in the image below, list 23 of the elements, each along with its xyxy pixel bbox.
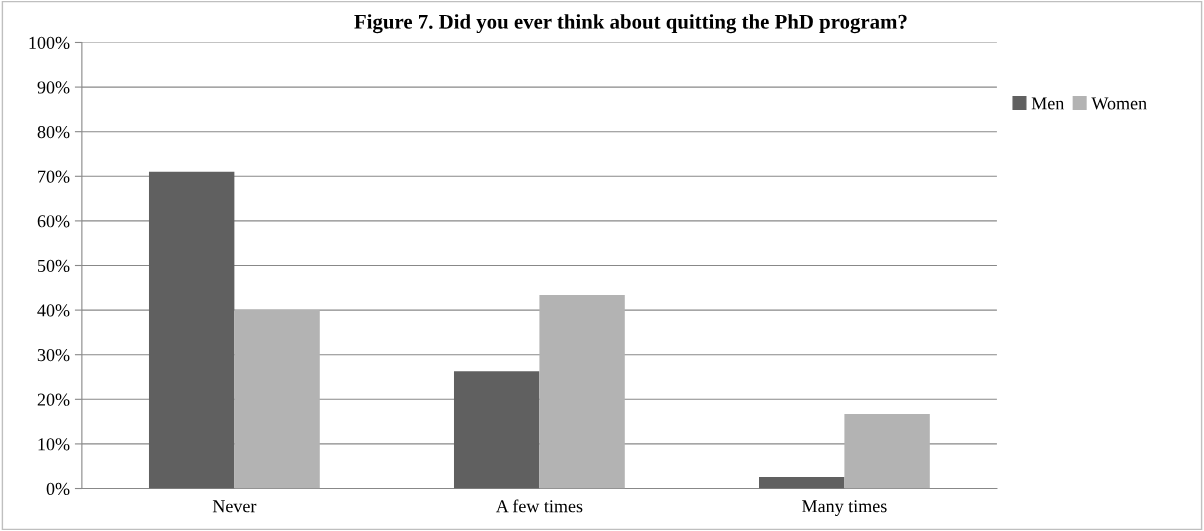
- bar: [453, 371, 540, 489]
- y-tick-label: 70%: [38, 170, 70, 183]
- legend-label: Women: [1091, 97, 1147, 110]
- y-tick-label: 40%: [37, 304, 70, 317]
- y-tick-label: 10%: [38, 438, 70, 451]
- x-tick-label: Many times: [802, 500, 887, 517]
- legend-label: Men: [1031, 97, 1065, 110]
- bar: [844, 414, 930, 489]
- y-tick-label: 100%: [29, 36, 70, 49]
- bar: [234, 310, 320, 489]
- bar: [148, 171, 235, 489]
- y-tick-label: 20%: [37, 393, 70, 406]
- y-tick-label: 50%: [38, 259, 70, 272]
- y-tick-label: 30%: [37, 348, 70, 362]
- bar: [759, 476, 845, 489]
- y-tick-label: 90%: [37, 81, 70, 94]
- y-tick-label: 60%: [37, 215, 70, 228]
- x-tick-label: A few times: [495, 499, 583, 513]
- chart-title: Figure 7. Did you ever think about quitting the PhD program?: [354, 14, 907, 34]
- bar: [539, 294, 625, 489]
- x-tick-label: Never: [212, 500, 257, 513]
- y-tick-label: 80%: [37, 125, 70, 139]
- y-tick-label: 0%: [46, 482, 70, 496]
